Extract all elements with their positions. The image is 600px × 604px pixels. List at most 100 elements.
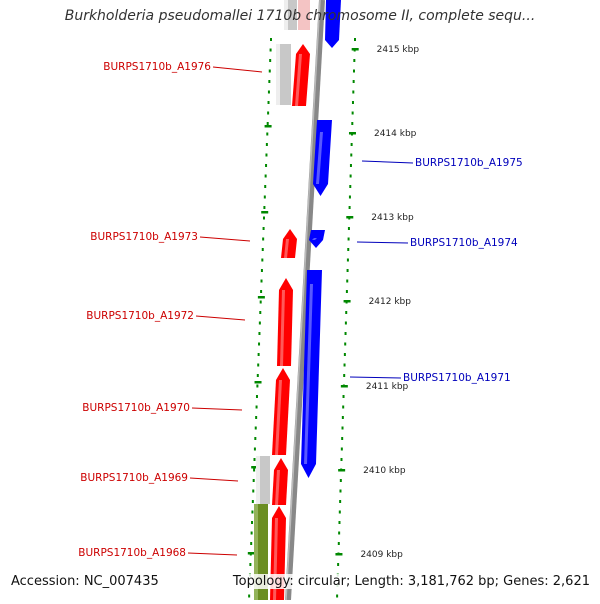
ruler-major-tick	[351, 48, 359, 51]
gene-arrow[interactable]	[292, 44, 310, 106]
gene-arrow[interactable]	[272, 368, 290, 455]
ruler-dot	[345, 311, 348, 314]
ruler-major-tick	[340, 385, 348, 388]
ruler-dot	[253, 458, 256, 461]
scale-label: 2411 kbp	[366, 382, 409, 392]
ruler-dot	[270, 38, 272, 41]
ruler-major-tick	[251, 466, 259, 469]
gene-arrow[interactable]	[309, 230, 325, 248]
gene-leader-line	[212, 66, 263, 73]
ruler-dot	[337, 563, 340, 566]
ruler-dot	[257, 363, 260, 367]
ruler-dot	[260, 290, 263, 293]
gene-label[interactable]: BURPS1710b_A1968	[78, 547, 186, 559]
ruler-dot	[260, 269, 263, 272]
gene-arrow[interactable]	[301, 270, 322, 478]
ruler-dot	[250, 542, 253, 545]
gene-arrow[interactable]	[313, 120, 332, 196]
map-title: Burkholderia pseudomallei 1710b chromoso…	[64, 8, 536, 24]
ruler-dot	[350, 143, 353, 146]
gene-label[interactable]: BURPS1710b_A1970	[82, 402, 190, 414]
ruler-dot	[268, 80, 271, 83]
gene-arrow[interactable]	[281, 229, 297, 258]
ruler-major-tick	[348, 132, 356, 135]
gene-leader-line	[191, 407, 243, 411]
ruler-dot	[348, 206, 351, 209]
ruler-major-tick	[257, 296, 265, 299]
ruler-dot	[255, 395, 258, 398]
gene-arrow[interactable]	[272, 458, 288, 505]
ruler-dot	[342, 405, 345, 409]
gene-arrow-shine	[304, 284, 313, 464]
ruler-dot	[263, 195, 266, 199]
ruler-dot	[253, 447, 256, 451]
ruler-dot	[346, 269, 349, 272]
ruler-dot	[262, 216, 265, 220]
ruler-dot	[349, 174, 352, 178]
ruler-dot	[341, 437, 344, 440]
scale-label: 2415 kbp	[377, 45, 420, 55]
gene-arrow-shine	[284, 239, 289, 258]
ruler-dot	[265, 164, 268, 167]
ruler-dot	[262, 237, 265, 241]
ruler-dot	[343, 363, 346, 367]
ruler-dot	[341, 416, 344, 419]
gene-arrow-shine	[280, 290, 285, 366]
ruler-dot	[256, 384, 259, 388]
ruler-dot	[255, 416, 258, 419]
gene-arrow-shine	[316, 132, 323, 184]
gene-arrow-shine	[312, 238, 317, 240]
ruler-dot	[339, 489, 342, 493]
gene-leader-line	[195, 315, 246, 321]
ruler-dot	[262, 227, 265, 230]
ruler-dot	[352, 69, 355, 73]
ruler-dot	[347, 248, 350, 251]
backbone-layer	[285, 0, 325, 601]
ruler-dot	[347, 227, 350, 230]
ruler-dot	[350, 153, 353, 157]
ruler-dot	[347, 237, 350, 241]
ruler-dot	[252, 489, 255, 493]
gene-label[interactable]: BURPS1710b_A1974	[410, 237, 518, 249]
gene-leader-line	[356, 241, 409, 244]
ruler-dot	[269, 59, 272, 62]
sequence-backbone	[285, 0, 325, 601]
gene-label[interactable]: BURPS1710b_A1975	[415, 157, 523, 169]
gene-label[interactable]: BURPS1710b_A1973	[90, 231, 198, 243]
ruler-dot	[258, 321, 261, 325]
ruler-dot	[265, 153, 268, 157]
ruler-dot	[258, 342, 261, 346]
ruler-dot	[251, 510, 254, 514]
ruler-dot	[257, 353, 260, 356]
ruler-dot	[354, 38, 356, 41]
ruler-dot	[264, 185, 267, 188]
gene-leader-line	[361, 160, 414, 164]
gene-arrow[interactable]	[277, 278, 293, 366]
ruler-dot	[259, 300, 262, 304]
ruler-dot	[254, 437, 257, 440]
ruler-dot	[349, 185, 352, 188]
gene-leader-line	[187, 552, 238, 556]
gene-arrow[interactable]	[325, 0, 341, 48]
grey-feature-shine	[284, 0, 288, 30]
genes-layer	[270, 0, 341, 600]
olive-feature-shine	[254, 504, 258, 600]
ruler-dot	[352, 80, 355, 83]
topology-text: Topology: circular; Length: 3,181,762 bp…	[230, 574, 592, 589]
gene-label[interactable]: BURPS1710b_A1972	[86, 310, 194, 322]
gene-label[interactable]: BURPS1710b_A1969	[80, 472, 188, 484]
ruler-dot	[265, 143, 268, 146]
ruler-major-tick	[261, 211, 269, 214]
ruler-dot	[353, 59, 356, 62]
ruler-dot	[261, 258, 264, 262]
ruler-dot	[338, 510, 341, 514]
gene-label[interactable]: BURPS1710b_A1976	[103, 61, 211, 73]
accession-text: Accession: NC_007435	[9, 574, 161, 589]
ruler-dot	[345, 290, 348, 293]
scale-label: 2409 kbp	[360, 550, 403, 560]
ruler-dot	[248, 594, 251, 598]
ruler-dot	[251, 521, 254, 524]
gene-label[interactable]: BURPS1710b_A1971	[403, 372, 511, 384]
